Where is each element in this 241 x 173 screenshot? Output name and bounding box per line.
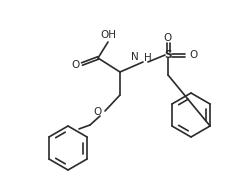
Text: S: S: [164, 50, 172, 60]
Text: O: O: [164, 33, 172, 43]
Text: O: O: [94, 107, 102, 117]
Text: H: H: [144, 53, 152, 63]
Text: O: O: [71, 60, 79, 70]
Text: O: O: [189, 50, 197, 60]
Text: N: N: [131, 52, 139, 62]
Text: OH: OH: [100, 30, 116, 40]
